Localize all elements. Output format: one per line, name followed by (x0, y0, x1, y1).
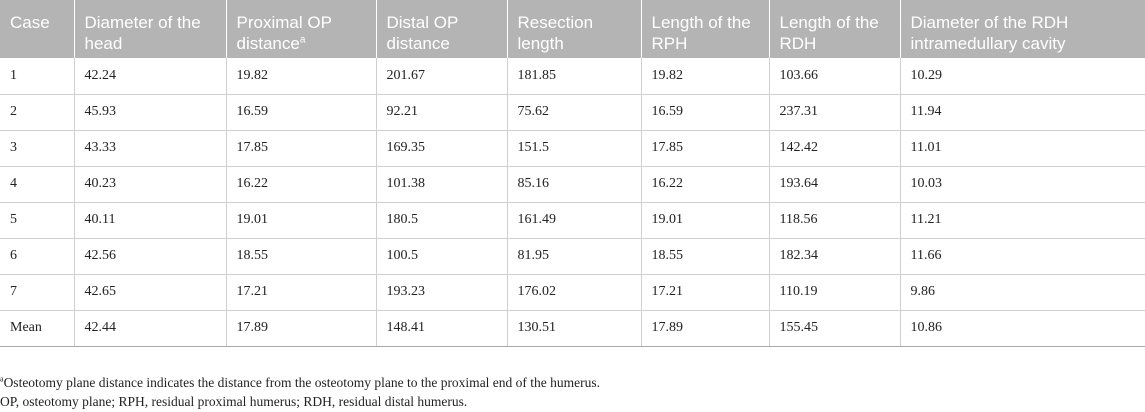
footnote-a-text: Osteotomy plane distance indicates the d… (3, 375, 601, 390)
table-cell: 142.42 (768, 130, 900, 167)
table-cell: 148.41 (375, 310, 507, 347)
header-row: Case Diameter of the head Proximal OP dist… (0, 0, 1145, 58)
column-header: Diameter of the head (73, 0, 226, 58)
column-header: Case (0, 0, 74, 58)
table-cell: 176.02 (506, 274, 641, 311)
table-cell: 101.38 (375, 166, 507, 203)
table-cell: 18.55 (640, 238, 769, 275)
column-header-label: Diameter of the head (84, 13, 201, 53)
table-cell: 193.64 (768, 166, 900, 203)
table-cell: 193.23 (375, 274, 507, 311)
table-cell: 17.85 (640, 130, 769, 167)
table-row: 1 42.24 19.82 201.67 181.85 19.82 103.66 10.29 (0, 58, 1145, 95)
table-cell: 81.95 (506, 238, 641, 275)
table-cell: 17.85 (225, 130, 376, 167)
table-cell: 130.51 (506, 310, 641, 347)
table-cell: 16.22 (225, 166, 376, 203)
column-header-label: Length of the RPH (651, 13, 751, 53)
footnote-a-marker: a (0, 374, 4, 384)
table-cell: 16.22 (640, 166, 769, 203)
table-cell: 18.55 (225, 238, 376, 275)
table-cell: 10.03 (899, 166, 1145, 203)
table-cell: 19.01 (640, 202, 769, 239)
table-cell: 155.45 (768, 310, 900, 347)
column-header-label: Diameter of the RDH intramedullary cavit… (910, 13, 1069, 53)
table-cell: 11.21 (899, 202, 1145, 239)
table-cell: 180.5 (375, 202, 507, 239)
table-cell: 17.89 (640, 310, 769, 347)
table-cell: 10.29 (899, 58, 1145, 95)
table-cell: 42.44 (73, 310, 226, 347)
column-header-label: Distal OP distance (386, 13, 459, 53)
table-cell: 19.82 (640, 58, 769, 95)
table-cell: 100.5 (375, 238, 507, 275)
table-row: 3 43.33 17.85 169.35 151.5 17.85 142.42 11.01 (0, 130, 1145, 167)
table-cell: 11.01 (899, 130, 1145, 167)
column-header-label: Resection length (517, 13, 594, 53)
table-cell: 1 (0, 58, 74, 95)
table-cell: 7 (0, 274, 74, 311)
table-cell: 75.62 (506, 94, 641, 131)
table-cell: 19.82 (225, 58, 376, 95)
table-cell: 4 (0, 166, 74, 203)
table-cell: 17.21 (640, 274, 769, 311)
column-header: Length of the RDH (768, 0, 900, 58)
table-row: 6 42.56 18.55 100.5 81.95 18.55 182.34 11.66 (0, 238, 1145, 275)
table-cell: 5 (0, 202, 74, 239)
table-cell: 42.56 (73, 238, 226, 275)
column-header-label: Proximal OP distance (236, 13, 332, 53)
table-cell: 17.21 (225, 274, 376, 311)
table-cell: 2 (0, 94, 74, 131)
table-cell: 40.23 (73, 166, 226, 203)
column-header: Proximal OP distancea (225, 0, 376, 58)
table-cell: 161.49 (506, 202, 641, 239)
table-row: Mean 42.44 17.89 148.41 130.51 17.89 155.45 10.… (0, 310, 1145, 347)
table-cell: 43.33 (73, 130, 226, 167)
table-cell: 19.01 (225, 202, 376, 239)
footnote-a: aOsteotomy plane distance indicates the … (0, 373, 600, 392)
footnote-marker: a (299, 34, 306, 46)
column-header: Length of the RPH (640, 0, 769, 58)
table-row: 2 45.93 16.59 92.21 75.62 16.59 237.31 11.94 (0, 94, 1145, 131)
table-cell: 201.67 (375, 58, 507, 95)
table-cell: 118.56 (768, 202, 900, 239)
table-cell: 237.31 (768, 94, 900, 131)
table-cell: 40.11 (73, 202, 226, 239)
table-cell: 11.94 (899, 94, 1145, 131)
table-cell: 11.66 (899, 238, 1145, 275)
table-body: 1 42.24 19.82 201.67 181.85 19.82 103.66 10.29 2… (0, 58, 1145, 347)
table-cell: 17.89 (225, 310, 376, 347)
column-header-label: Length of the RDH (779, 13, 879, 53)
column-header: Resection length (506, 0, 641, 58)
footnote-abbreviations: OP, osteotomy plane; RPH, residual proxi… (0, 394, 468, 409)
table-cell: 6 (0, 238, 74, 275)
table-cell: 10.86 (899, 310, 1145, 347)
table-cell: 16.59 (640, 94, 769, 131)
table-cell: 85.16 (506, 166, 641, 203)
table-cell: 151.5 (506, 130, 641, 167)
table-cell: 16.59 (225, 94, 376, 131)
table-cell: 103.66 (768, 58, 900, 95)
table-cell: 42.65 (73, 274, 226, 311)
column-header: Distal OP distance (375, 0, 507, 58)
table-cell: 42.24 (73, 58, 226, 95)
table-row: 4 40.23 16.22 101.38 85.16 16.22 193.64 10.03 (0, 166, 1145, 203)
table-cell: 9.86 (899, 274, 1145, 311)
table-cell: 92.21 (375, 94, 507, 131)
table-cell: 182.34 (768, 238, 900, 275)
table-row: 7 42.65 17.21 193.23 176.02 17.21 110.19 9.86 (0, 274, 1145, 311)
column-header-label: Case (10, 13, 50, 32)
table-cell: 110.19 (768, 274, 900, 311)
table-cell: 45.93 (73, 94, 226, 131)
table-cell: Mean (0, 310, 74, 347)
table-cell: 169.35 (375, 130, 507, 167)
footnotes: aOsteotomy plane distance indicates the … (0, 373, 600, 411)
table-cell: 3 (0, 130, 74, 167)
column-header: Diameter of the RDH intramedullary cavit… (899, 0, 1145, 58)
table-row: 5 40.11 19.01 180.5 161.49 19.01 118.56 11.21 (0, 202, 1145, 239)
table-cell: 181.85 (506, 58, 641, 95)
data-table: Case Diameter of the head Proximal OP dist… (0, 0, 1145, 347)
